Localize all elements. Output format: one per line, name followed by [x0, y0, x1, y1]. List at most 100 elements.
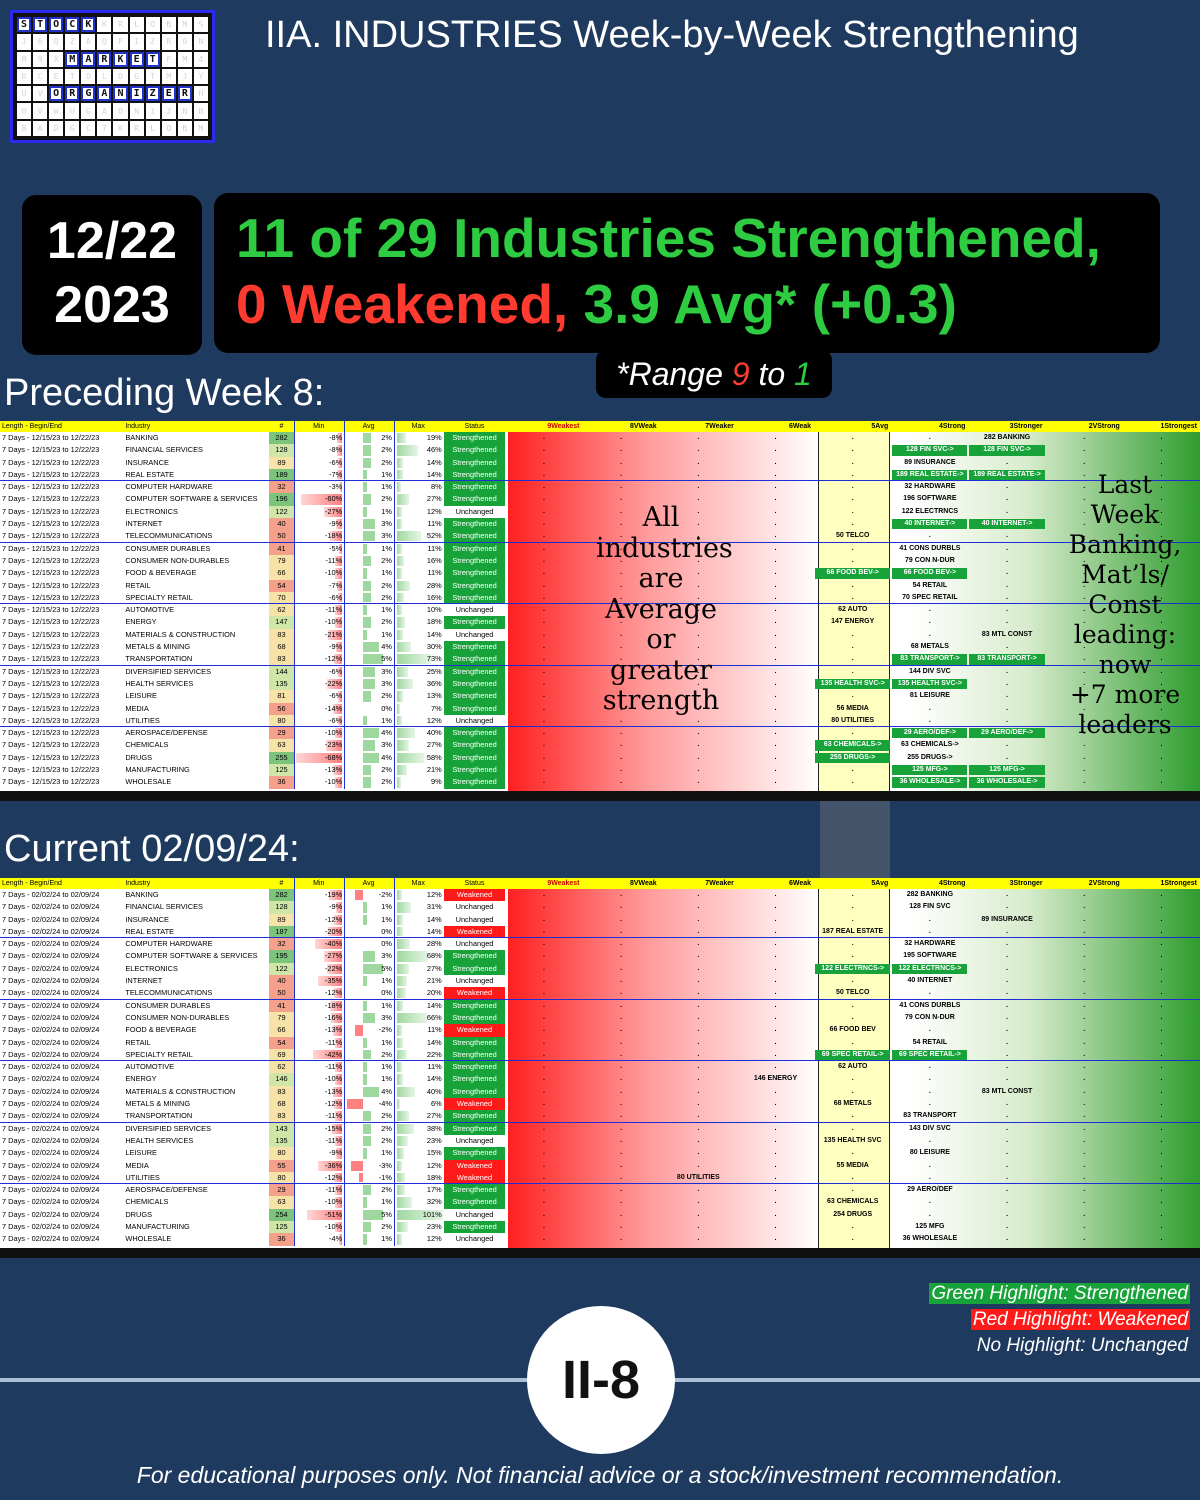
cell-bucket: .	[1046, 604, 1123, 616]
min-bar	[334, 1062, 343, 1073]
cell-bucket: .	[1046, 1221, 1123, 1233]
bucket-dot: .	[1006, 1136, 1009, 1144]
cell-avg: 1%	[344, 999, 394, 1012]
cell-status: Strengthened	[443, 1073, 506, 1086]
bucket-dot: .	[620, 1186, 623, 1194]
cell-count: 81	[268, 690, 295, 703]
cell-count: 29	[268, 727, 295, 740]
max-value: 31%	[426, 902, 442, 912]
cell-bucket: .	[505, 653, 582, 664]
bucket-dot: .	[1083, 1173, 1086, 1181]
bucket-dot: .	[1083, 1186, 1086, 1194]
cell-bucket: .	[1123, 1110, 1200, 1121]
cell-max: 11%	[393, 518, 444, 531]
cell-bucket: 254 DRUGS	[814, 1209, 891, 1221]
cell-bucket: .	[660, 506, 737, 518]
cell-count: 83	[268, 1085, 295, 1099]
headline-average: 3.9 Avg* (+0.3)	[583, 273, 957, 335]
cell-count: 70	[268, 591, 295, 604]
logo-filler-letter: H	[193, 86, 208, 102]
cell-bucket: .	[660, 1024, 737, 1036]
bucket-dot: .	[1160, 891, 1163, 898]
cell-bucket: .	[583, 1024, 660, 1036]
header-bucket: 5Avg	[871, 423, 889, 430]
bucket-label: 80 UTILITIES	[831, 716, 875, 724]
max-value: 9%	[431, 777, 442, 787]
cell-avg: 2%	[344, 554, 394, 568]
cell-bucket: .	[1046, 1098, 1123, 1110]
table-row: 7 Days - 02/02/24 to 02/09/24 CONSUMER DU…	[0, 999, 1200, 1012]
bucket-dot: .	[1006, 1075, 1009, 1083]
cell-industry: FOOD & BEVERAGE	[125, 1025, 197, 1035]
avg-bar	[363, 555, 372, 567]
bucket-dot: .	[620, 667, 623, 675]
bucket-dot: .	[1083, 1223, 1086, 1231]
avg-value: 3%	[381, 531, 392, 541]
cell-max: 36%	[393, 677, 444, 691]
cell-avg: 2%	[344, 1134, 394, 1148]
cell-bucket: .	[968, 1184, 1045, 1196]
cell-max: 27%	[393, 1110, 444, 1122]
cell-bucket: .	[660, 739, 737, 751]
cell-bucket: .	[583, 752, 660, 764]
bucket-dot: .	[1160, 1149, 1163, 1157]
bucket-dot: .	[697, 989, 700, 997]
cell-status: Strengthened	[443, 616, 506, 629]
bucket-dot: .	[1160, 741, 1163, 749]
max-value: 46%	[426, 445, 442, 455]
cell-bucket: .	[505, 629, 582, 641]
cell-status: Strengthened	[443, 591, 506, 604]
bucket-dot: .	[1160, 581, 1163, 589]
bucket-dot: .	[1083, 716, 1086, 724]
cell-min: -6%	[294, 690, 344, 703]
bucket-dot: .	[697, 1063, 700, 1071]
cell-industry: MEDIA	[125, 1160, 149, 1170]
min-bar	[326, 740, 343, 751]
min-bar	[336, 1148, 343, 1159]
max-value: 14%	[426, 629, 442, 639]
bucket-dot: .	[1083, 446, 1086, 454]
max-bar	[396, 777, 402, 788]
bucket-dot: .	[697, 927, 700, 935]
avg-value: 3%	[381, 1012, 392, 1022]
overlay-mid-line: industries	[596, 532, 733, 564]
bucket-dot: .	[928, 606, 931, 614]
bucket-dot: .	[1006, 977, 1009, 985]
cell-bucket: .	[814, 506, 891, 518]
max-value: 73%	[426, 654, 442, 664]
min-value: -9%	[329, 642, 343, 652]
cell-status: Unchanged	[455, 1209, 494, 1219]
bucket-dot: .	[1083, 1161, 1086, 1169]
cell-status: Strengthened	[443, 481, 506, 494]
bucket-dot: .	[620, 556, 623, 564]
min-bar	[334, 1135, 343, 1147]
cell-bucket: .	[1123, 432, 1200, 444]
bucket-dot: .	[542, 458, 545, 466]
bucket-dot: .	[1160, 952, 1163, 960]
cell-bucket: 36 WHOLESALE->	[891, 776, 968, 788]
bucket-dot: .	[851, 1235, 854, 1243]
max-bar	[396, 1197, 412, 1208]
cell-bucket: .	[737, 739, 814, 751]
bucket-label: 81 LEISURE	[909, 692, 950, 700]
table-row: 7 Days - 12/15/23 to 12/22/23 REAL ESTATE…	[0, 468, 1200, 482]
cell-count: 79	[268, 554, 295, 568]
cell-count: 68	[268, 641, 295, 654]
cell-bucket: .	[660, 987, 737, 998]
bucket-label: 36 WHOLESALE	[902, 1235, 958, 1243]
cell-bucket: .	[1046, 938, 1123, 950]
bucket-dot: .	[1006, 532, 1009, 540]
bucket-dot: .	[620, 903, 623, 911]
bucket-dot: .	[542, 1173, 545, 1181]
cell-bucket: .	[1046, 901, 1123, 913]
cell-status: Unchanged	[455, 1234, 494, 1244]
cell-bucket: .	[660, 1000, 737, 1012]
cell-status: Unchanged	[455, 605, 494, 615]
max-value: 27%	[426, 963, 442, 973]
min-value: -35%	[324, 976, 343, 986]
min-bar	[333, 914, 343, 925]
logo-filler-letter: E	[49, 68, 64, 85]
bucket-dot: .	[1006, 1235, 1009, 1243]
cell-bucket: .	[583, 1160, 660, 1172]
bucket-dot: .	[620, 1136, 623, 1144]
